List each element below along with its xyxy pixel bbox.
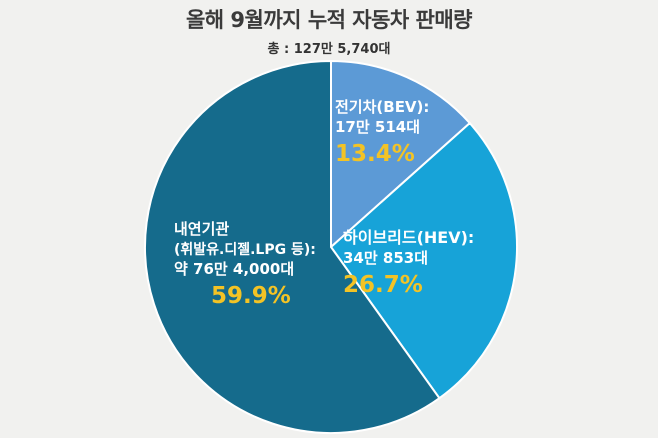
ice-label-sub: (휘발유.디젤.LPG 등): [174, 241, 316, 258]
hev-percent: 26.7% [343, 272, 423, 298]
pie-slice-hev [329, 121, 518, 400]
bev-value: 17만 514대 [335, 118, 420, 136]
ice-percent: 59.9% [211, 283, 291, 309]
bev-label: 전기차(BEV): [335, 98, 429, 116]
ice-value: 약 76만 4,000대 [174, 260, 294, 278]
bev-percent: 13.4% [335, 141, 415, 167]
chart-title: 올해 9월까지 누적 자동차 판매량 [185, 8, 473, 32]
chart-subtitle: 총 : 127만 5,740대 [267, 42, 391, 57]
pie-slice-ice [144, 59, 441, 434]
hev-value: 34만 853대 [343, 249, 428, 267]
pie-slice-bev [330, 59, 472, 250]
ice-label: 내연기관 [174, 220, 229, 238]
hev-label: 하이브리드(HEV): [343, 228, 474, 247]
